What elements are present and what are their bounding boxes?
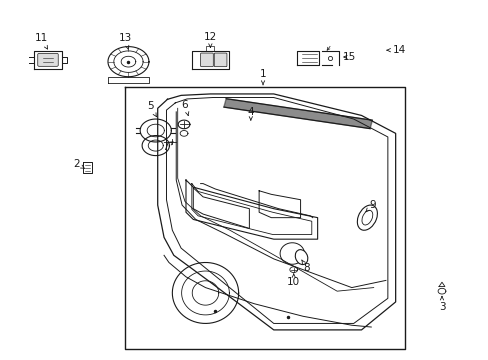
Text: 14: 14: [386, 45, 406, 55]
Text: 5: 5: [147, 102, 156, 117]
Text: 8: 8: [301, 260, 309, 273]
Text: 10: 10: [286, 274, 300, 287]
Text: 2: 2: [73, 159, 84, 169]
Ellipse shape: [295, 249, 307, 265]
Text: 11: 11: [35, 33, 48, 49]
FancyBboxPatch shape: [214, 53, 226, 67]
FancyBboxPatch shape: [200, 53, 213, 67]
Text: 13: 13: [118, 33, 131, 49]
Ellipse shape: [361, 210, 372, 225]
Text: 4: 4: [247, 107, 254, 120]
Text: 7: 7: [162, 141, 173, 152]
Text: 9: 9: [365, 200, 375, 212]
FancyBboxPatch shape: [38, 53, 58, 66]
Polygon shape: [224, 99, 372, 129]
Text: 1: 1: [259, 69, 266, 85]
Text: 6: 6: [182, 100, 188, 116]
Ellipse shape: [357, 205, 377, 230]
Text: 15: 15: [342, 52, 355, 62]
Text: 3: 3: [438, 297, 445, 312]
Text: 12: 12: [203, 32, 217, 47]
